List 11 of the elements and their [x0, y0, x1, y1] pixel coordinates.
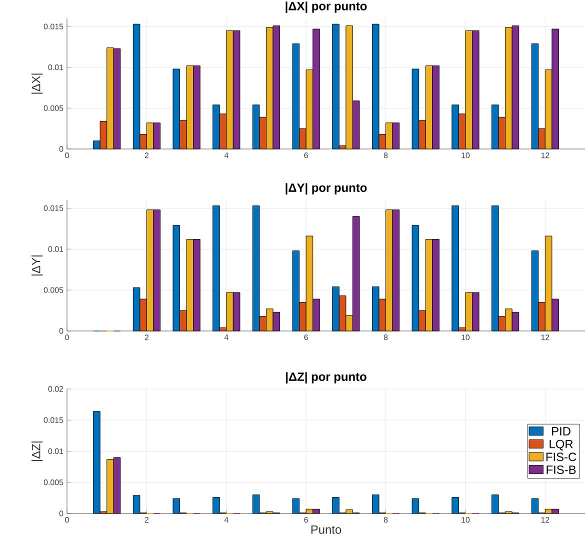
chart-title: |ΔZ| por punto: [286, 372, 366, 384]
legend-label: FIS-C: [546, 452, 576, 462]
chart-title: |ΔX| por punto: [286, 2, 367, 13]
chart-title: |ΔY| por punto: [286, 183, 367, 194]
legend-label: LQR: [550, 440, 573, 450]
y-axis-title: |ΔZ|: [32, 442, 43, 461]
y-axis-title: |ΔY|: [32, 255, 43, 276]
y-axis-title: |ΔX|: [32, 74, 43, 94]
legend-label: PID: [552, 427, 570, 436]
legend-label: FIS-B: [546, 466, 576, 474]
x-axis-title: Punto: [311, 525, 342, 534]
